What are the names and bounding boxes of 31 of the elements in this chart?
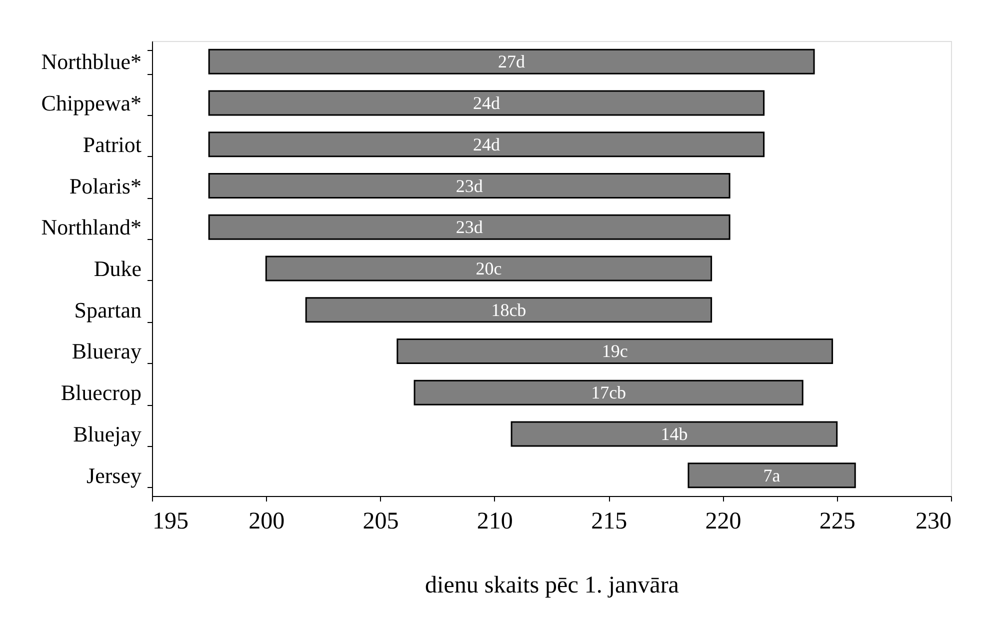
data-label: 14b bbox=[660, 424, 688, 444]
x-tick-label: 225 bbox=[819, 508, 856, 534]
x-tick-label: 195 bbox=[152, 508, 188, 534]
data-label: 17cb bbox=[591, 382, 626, 403]
data-label: 24d bbox=[472, 93, 500, 114]
y-tick-label: Bluecrop bbox=[60, 380, 142, 406]
data-label: 27d bbox=[498, 52, 526, 72]
y-tick-label: Northblue* bbox=[41, 49, 142, 74]
y-tick-label: Jersey bbox=[86, 462, 142, 488]
x-tick-label: 220 bbox=[705, 508, 742, 534]
y-tick-label: Patriot bbox=[82, 132, 142, 157]
x-axis-title: dienu skaits pēc 1. janvāra bbox=[425, 572, 680, 598]
y-tick-label: Duke bbox=[94, 256, 142, 281]
y-tick-label: Bluejay bbox=[73, 421, 142, 446]
data-label: 24d bbox=[472, 134, 500, 154]
y-tick-label: Spartan bbox=[74, 297, 142, 322]
x-tick-label: 200 bbox=[248, 508, 285, 534]
data-label: 23d bbox=[456, 176, 483, 196]
data-label: 7a bbox=[763, 465, 780, 486]
y-tick-label: Polaris* bbox=[69, 173, 142, 198]
data-label: 23d bbox=[456, 217, 483, 238]
x-tick-label: 230 bbox=[916, 508, 952, 534]
data-label: 19c bbox=[602, 341, 628, 362]
x-tick-label: 210 bbox=[476, 508, 513, 534]
x-tick-label: 215 bbox=[591, 508, 628, 534]
y-tick-label: Chippewa* bbox=[41, 90, 142, 116]
y-tick-label: Blueray bbox=[72, 338, 142, 364]
data-label: 20c bbox=[476, 258, 502, 278]
data-label: 18cb bbox=[491, 300, 526, 320]
y-tick-label: Northland* bbox=[41, 214, 142, 240]
x-tick-label: 205 bbox=[362, 508, 399, 534]
